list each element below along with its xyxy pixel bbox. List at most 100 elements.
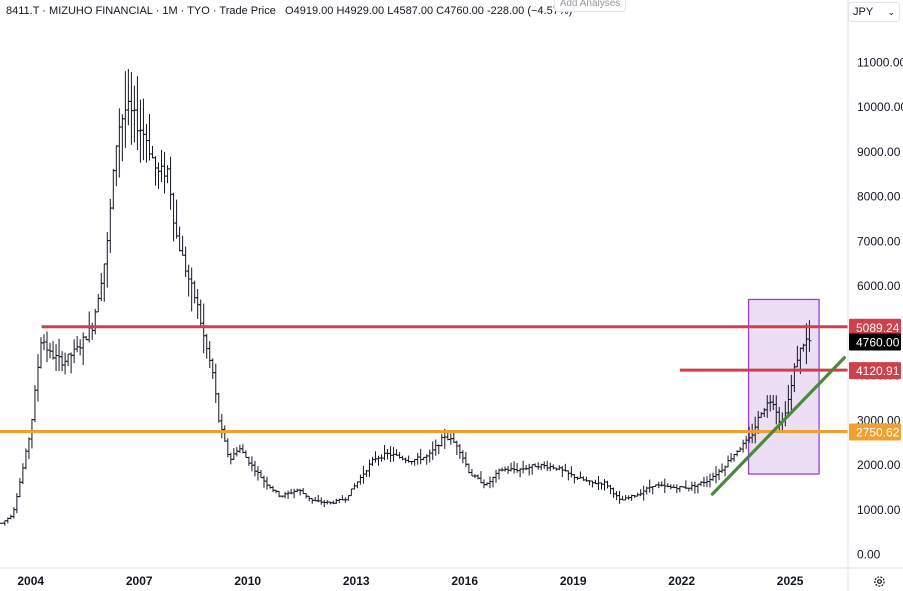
ohlc-bar: [527, 463, 532, 476]
ohlc-bar: [165, 165, 170, 184]
ohlc-bar: [198, 299, 203, 326]
symbol-header: 8411.T · MIZUHO FINANCIAL · 1M · TYO · T…: [6, 5, 572, 17]
ohlc-bar: [54, 343, 59, 372]
ohlc-bar: [20, 463, 25, 485]
ohlc-bar: [174, 199, 179, 239]
x-tick-label: 2019: [560, 574, 587, 588]
x-tick-label: 2007: [126, 574, 153, 588]
ohlc-bar: [11, 507, 16, 519]
price-label: 2750.62: [856, 425, 900, 439]
ohlc-bar: [530, 464, 535, 475]
add-analyses-button[interactable]: Add Analyses: [554, 0, 626, 12]
ohlc-bar: [560, 465, 565, 478]
ohlc-bar: [111, 168, 116, 210]
ohlc-bar: [355, 481, 360, 489]
y-tick-label: 10000.00: [857, 100, 903, 114]
ohlc-bar: [469, 468, 474, 477]
ohlc-bar: [349, 488, 354, 497]
ohlc-bar: [720, 463, 725, 474]
price-label-bg: [849, 362, 901, 380]
ohlc-bar: [213, 363, 218, 403]
ohlc-bar: [301, 487, 306, 495]
interval-label[interactable]: 1M: [162, 5, 178, 17]
price-label-bg: [849, 333, 901, 351]
ohlc-bar: [75, 336, 80, 353]
ohlc-bars: [0, 69, 812, 526]
ohlc-bar: [129, 71, 134, 145]
ohlc-bar: [451, 432, 456, 444]
ohlc-bar: [334, 498, 339, 504]
ohlc-bar: [481, 479, 486, 489]
ohlc-bar: [78, 339, 83, 356]
ohlc-bar: [186, 264, 191, 297]
y-tick-label: 0.00: [857, 548, 881, 562]
ohlc-high: H4929.00: [336, 5, 385, 17]
ohlc-bar: [153, 156, 158, 186]
ohlc-bar: [144, 123, 149, 163]
currency-selector[interactable]: JPY ⌄: [848, 2, 900, 22]
ohlc-bar: [659, 481, 664, 487]
y-tick-label: 6000.00: [857, 279, 901, 293]
ohlc-bar: [500, 467, 505, 472]
ohlc-bar: [216, 392, 221, 423]
ohlc-bar: [162, 151, 167, 194]
ohlc-bar: [545, 460, 550, 471]
ohlc-bar: [132, 85, 137, 143]
add-analyses-label: Add Analyses: [559, 0, 621, 9]
header-separator: ·: [212, 5, 217, 17]
ohlc-bar: [26, 437, 31, 460]
drawings-layer: [0, 325, 848, 496]
ohlc-bar: [99, 272, 104, 302]
ohlc-bar: [255, 466, 260, 481]
ohlc-bar: [156, 162, 161, 189]
symbol-ticker[interactable]: 8411.T: [6, 5, 40, 17]
ohlc-bar: [292, 488, 297, 499]
ohlc-bar: [228, 452, 233, 465]
price-label-bg: [849, 318, 901, 336]
header-separator: ·: [180, 5, 185, 17]
ohlc-change: -228.00 (−4.57%): [486, 5, 573, 17]
ohlc-bar: [361, 465, 366, 484]
ohlc-bar: [45, 331, 50, 363]
time-axis: 2004 2007 2010 2013 2016 2019 2022 2025: [0, 567, 903, 588]
ohlc-bar: [240, 444, 245, 454]
ohlc-bar: [370, 456, 375, 467]
ohlc-bar: [268, 484, 273, 489]
header-separator: ·: [42, 5, 46, 17]
ohlc-bar: [286, 490, 291, 499]
price-label: 4120.91: [856, 364, 900, 378]
ohlc-bar: [60, 351, 65, 372]
ohlc-bar: [701, 476, 706, 487]
ohlc-bar: [512, 461, 517, 474]
ohlc-bar: [430, 441, 435, 460]
ohlc-bar: [210, 358, 215, 379]
price-axis: 11000.00 10000.00 9000.00 8000.00 7000.00 600…: [847, 0, 903, 591]
ohlc-bar: [717, 468, 722, 481]
ohlc-bar: [376, 455, 381, 466]
ohlc-bar: [509, 462, 514, 472]
ohlc-bar: [183, 246, 188, 277]
ohlc-bar: [120, 114, 125, 162]
x-tick-label: 2004: [17, 574, 44, 588]
ohlc-bar: [463, 452, 468, 468]
ohlc-bar: [38, 337, 43, 369]
ohlc-bar: [611, 487, 616, 498]
ohlc-bar: [454, 440, 459, 456]
y-tick-label: 7000.00: [857, 234, 901, 248]
price-type-label: Trade Price: [219, 5, 276, 17]
gear-icon[interactable]: [872, 574, 886, 588]
ohlc-bar: [692, 481, 697, 494]
ohlc-bar: [72, 339, 77, 364]
ohlc-bar: [222, 425, 227, 442]
header-separator: ·: [155, 5, 160, 17]
ohlc-bar: [744, 435, 749, 449]
ohlc-bar: [608, 484, 613, 495]
price-label: 5089.24: [856, 321, 900, 335]
ohlc-bar: [138, 99, 143, 163]
ohlc-bar: [551, 464, 556, 470]
x-tick-label: 2013: [343, 574, 370, 588]
ohlc-bar: [605, 480, 610, 489]
ohlc-bar: [117, 108, 122, 178]
ohlc-bar: [258, 470, 263, 479]
